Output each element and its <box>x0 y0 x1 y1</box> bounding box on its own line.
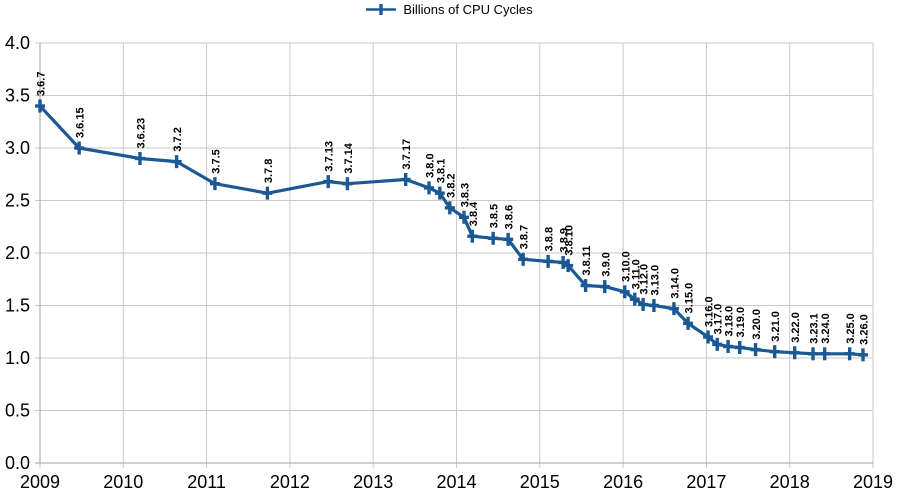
y-tick-label: 3.0 <box>5 138 30 158</box>
data-point-label: 3.8.10 <box>564 225 576 256</box>
data-point-label: 3.21.0 <box>770 311 782 342</box>
data-point-label: 3.19.0 <box>735 307 747 338</box>
data-point-label: 3.7.13 <box>324 141 336 172</box>
data-point-label: 3.8.0 <box>425 153 437 177</box>
x-tick-label: 2017 <box>686 472 726 492</box>
x-tick-label: 2016 <box>603 472 643 492</box>
data-point-label: 3.12.0 <box>639 264 651 295</box>
data-point-label: 3.17.0 <box>713 304 725 335</box>
data-point-label: 3.6.7 <box>36 72 48 96</box>
data-point-label: 3.23.1 <box>809 313 821 344</box>
data-point-label: 3.11.0 <box>630 259 642 289</box>
x-tick-label: 2009 <box>20 472 60 492</box>
data-point-label: 3.26.0 <box>859 314 871 345</box>
data-point-label: 3.7.5 <box>210 149 222 173</box>
y-tick-label: 2.5 <box>5 191 30 211</box>
data-point-label: 3.8.4 <box>468 201 480 226</box>
y-tick-label: 1.5 <box>5 296 30 316</box>
data-point-label: 3.7.17 <box>401 139 413 170</box>
data-point-label: 3.10.0 <box>620 251 632 282</box>
data-point-label: 3.7.8 <box>263 159 275 183</box>
data-point-label: 3.6.23 <box>135 118 147 149</box>
data-point-label: 3.8.5 <box>489 204 501 228</box>
x-tick-label: 2014 <box>436 472 476 492</box>
data-point-label: 3.22.0 <box>790 312 802 343</box>
data-point-label: 3.8.9 <box>559 228 571 252</box>
data-point-label: 3.7.2 <box>172 127 184 151</box>
y-tick-label: 0.5 <box>5 401 30 421</box>
y-tick-label: 1.0 <box>5 348 30 368</box>
data-point-label: 3.8.7 <box>519 225 531 249</box>
x-tick-label: 2019 <box>853 472 893 492</box>
data-point-label: 3.8.1 <box>435 159 447 183</box>
y-tick-label: 3.5 <box>5 86 30 106</box>
legend-label: Billions of CPU Cycles <box>403 2 533 17</box>
data-point-label: 3.16.0 <box>704 296 716 327</box>
data-point-label: 3.25.0 <box>845 313 857 344</box>
data-point-label: 3.14.0 <box>669 268 681 299</box>
data-point-label: 3.20.0 <box>751 309 763 340</box>
data-point-label: 3.15.0 <box>684 283 696 314</box>
x-tick-label: 2013 <box>353 472 393 492</box>
x-tick-label: 2010 <box>103 472 143 492</box>
x-tick-label: 2018 <box>770 472 810 492</box>
data-point-label: 3.8.11 <box>581 246 593 276</box>
data-point-label: 3.8.2 <box>445 173 457 197</box>
data-point-label: 3.8.6 <box>504 205 516 229</box>
data-point-label: 3.24.0 <box>820 313 832 344</box>
legend-marker-icon <box>366 4 397 15</box>
data-point-label: 3.9.0 <box>600 252 612 276</box>
y-tick-label: 0.0 <box>5 453 30 473</box>
y-tick-label: 4.0 <box>5 33 30 53</box>
data-point-label: 3.8.8 <box>544 227 556 251</box>
x-tick-label: 2011 <box>187 472 226 492</box>
data-point-label: 3.7.14 <box>343 142 355 173</box>
y-tick-label: 2.0 <box>5 243 30 263</box>
data-point-label: 3.18.0 <box>724 306 736 337</box>
legend: Billions of CPU Cycles <box>0 2 899 17</box>
data-point-label: 3.8.3 <box>459 183 471 207</box>
data-point-label: 3.13.0 <box>649 265 661 296</box>
x-tick-label: 2015 <box>520 472 560 492</box>
data-point-label: 3.6.15 <box>75 107 87 138</box>
x-tick-label: 2012 <box>270 472 310 492</box>
